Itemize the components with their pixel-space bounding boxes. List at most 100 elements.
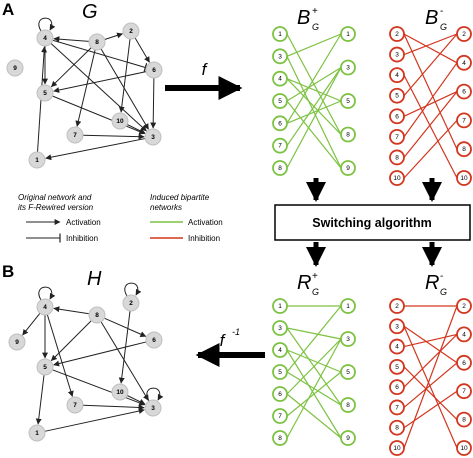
svg-text:G: G bbox=[440, 287, 447, 297]
b-plus-left-node-3: 3 bbox=[272, 48, 288, 65]
r-minus-edge-3-10 bbox=[403, 326, 458, 449]
b-plus-node-label: 9 bbox=[346, 165, 350, 172]
r-minus-node-label: 2 bbox=[462, 303, 466, 310]
title-r-minus: R - G bbox=[425, 271, 447, 297]
b-minus-right-node-10: 10 bbox=[456, 170, 472, 186]
graph-h-edges bbox=[22, 282, 164, 432]
panel-label-b: B bbox=[2, 262, 14, 281]
r-plus-node-label: 3 bbox=[278, 325, 282, 332]
r-plus-left-node-1: 1 bbox=[272, 298, 288, 314]
graph-h-self-loop-3 bbox=[146, 387, 164, 402]
graph-h-node-label: 4 bbox=[43, 304, 47, 311]
r-minus-left-node-2: 2 bbox=[389, 298, 405, 314]
b-plus-right-node-8: 8 bbox=[340, 126, 356, 143]
r-plus-node-label: 9 bbox=[346, 435, 350, 442]
graph-g-node-9: 9 bbox=[6, 59, 24, 77]
graph-h-node-label: 1 bbox=[35, 430, 39, 437]
b-minus-left-node-10: 10 bbox=[389, 170, 405, 186]
b-plus-left-node-5: 5 bbox=[272, 93, 288, 109]
r-plus-edge-5-1 bbox=[286, 305, 342, 373]
r-plus-edge-3-3 bbox=[286, 327, 342, 340]
svg-text:Inhibition: Inhibition bbox=[66, 234, 98, 243]
b-plus-right-node-5: 5 bbox=[340, 93, 356, 109]
graph-h-edge-10-3 bbox=[126, 395, 146, 405]
graph-h-node-label: 8 bbox=[95, 312, 99, 319]
r-plus-left-node-8: 8 bbox=[272, 430, 288, 446]
f-label: f bbox=[202, 60, 209, 79]
graph-g-edge-8-5 bbox=[50, 47, 92, 88]
b-plus-left-node-7: 7 bbox=[272, 137, 288, 154]
r-minus-right-node-7: 7 bbox=[456, 383, 472, 400]
graph-h-node-10: 10 bbox=[111, 383, 129, 401]
graph-g-edge-8-4 bbox=[53, 36, 90, 43]
r-minus-node-label: 8 bbox=[462, 417, 466, 424]
graph-h-node-8: 8 bbox=[88, 306, 106, 324]
r-minus-node-label: 6 bbox=[395, 384, 399, 391]
r-plus-edge-6-3 bbox=[286, 338, 342, 395]
graph-g-node-label: 5 bbox=[43, 90, 47, 97]
switching-algorithm-box: Switching algorithm bbox=[274, 204, 471, 241]
svg-text:B: B bbox=[297, 7, 310, 29]
r-minus-left-node-8: 8 bbox=[389, 419, 405, 436]
graph-g-edge-7-3 bbox=[82, 133, 145, 140]
graph-h-edge-7-3 bbox=[82, 404, 145, 411]
r-minus-edge-10-2 bbox=[403, 305, 458, 449]
graph-h-node-2: 2 bbox=[122, 294, 140, 312]
b-plus-node-label: 3 bbox=[278, 53, 282, 60]
graph-h-edge-8-4 bbox=[53, 306, 90, 315]
r-minus-node-label: 7 bbox=[462, 388, 466, 395]
b-minus-edge-6-6 bbox=[403, 91, 458, 117]
graph-h-self-loop-4 bbox=[38, 286, 56, 301]
title-r-plus: R + G bbox=[297, 271, 319, 297]
graph-title-h: H bbox=[87, 268, 102, 290]
svg-text:Original network and: Original network and bbox=[18, 193, 92, 202]
graph-h-edge-4-9 bbox=[22, 312, 41, 336]
b-minus-node-label: 10 bbox=[393, 175, 401, 182]
graph-h-node-label: 2 bbox=[129, 300, 133, 307]
graph-g-node-label: 3 bbox=[151, 134, 155, 141]
svg-text:G: G bbox=[440, 22, 447, 32]
r-minus-left-node-3: 3 bbox=[389, 318, 405, 335]
r-minus-right-node-8: 8 bbox=[456, 411, 472, 428]
r-minus-node-label: 10 bbox=[460, 445, 468, 452]
b-minus-node-label: 2 bbox=[462, 31, 466, 38]
r-plus-left-node-6: 6 bbox=[272, 386, 288, 402]
svg-text:G: G bbox=[312, 287, 319, 297]
graph-g-node-label: 10 bbox=[116, 118, 124, 125]
graph-g-node-10: 10 bbox=[111, 112, 129, 130]
svg-text:G: G bbox=[312, 22, 319, 32]
r-minus-node-label: 4 bbox=[395, 344, 399, 351]
b-plus-node-label: 5 bbox=[346, 98, 350, 105]
r-minus-node-label: 3 bbox=[395, 323, 399, 330]
b-minus-edge-5-2 bbox=[403, 33, 458, 97]
b-minus-edge-3-2 bbox=[403, 33, 458, 56]
graph-h-node-label: 10 bbox=[116, 389, 124, 396]
graph-g-edge-3-1 bbox=[45, 138, 146, 161]
svg-text:Induced bipartite: Induced bipartite bbox=[150, 193, 210, 202]
b-minus-node-label: 10 bbox=[460, 175, 468, 182]
r-plus-node-label: 5 bbox=[346, 369, 350, 376]
b-plus-edge-4-5 bbox=[286, 78, 342, 102]
b-minus-left-node-2: 2 bbox=[389, 26, 405, 42]
b-minus-edge-10-7 bbox=[403, 119, 458, 179]
r-plus-right-node-8: 8 bbox=[340, 397, 356, 413]
r-minus-right-node-4: 4 bbox=[456, 326, 472, 343]
svg-text:Inhibition: Inhibition bbox=[188, 234, 220, 243]
graph-h-edge-6-5 bbox=[53, 341, 147, 367]
b-minus-left-node-7: 7 bbox=[389, 128, 405, 145]
b-minus-node-label: 6 bbox=[462, 89, 466, 96]
r-plus-right-node-9: 9 bbox=[340, 430, 356, 446]
b-plus-node-label: 8 bbox=[278, 165, 282, 172]
r-plus-left-node-3: 3 bbox=[272, 320, 288, 336]
b-minus-left-node-5: 5 bbox=[389, 87, 405, 104]
graph-h-node-label: 7 bbox=[73, 402, 77, 409]
graph-h-node-7: 7 bbox=[66, 396, 84, 414]
r-plus-right-node-5: 5 bbox=[340, 364, 356, 380]
r-minus-node-label: 5 bbox=[395, 364, 399, 371]
b-minus-left-node-4: 4 bbox=[389, 67, 405, 84]
b-plus-node-label: 1 bbox=[278, 31, 282, 38]
graph-h-edge-1-3 bbox=[44, 408, 145, 432]
b-minus-edge-4-10 bbox=[403, 74, 458, 179]
b-minus-edges bbox=[403, 33, 458, 179]
